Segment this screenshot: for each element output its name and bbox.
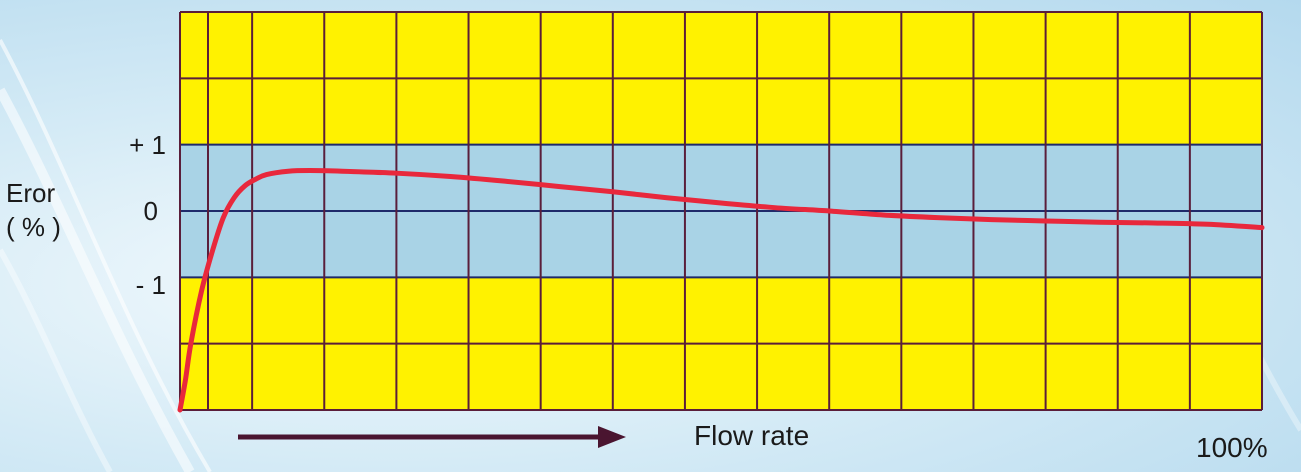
error-curve-line [177,168,1265,413]
y-axis-label-line1: Eror [6,178,56,208]
plot-grid [179,11,1263,411]
y-axis-label-line2: ( % ) [6,212,61,242]
y-tick-label-minus-one: - 1 [135,270,166,300]
y-axis-label: Eror ( % ) [6,176,66,244]
x-axis-label: Flow rate [694,420,810,451]
y-tick-label-plus-one: + 1 [129,130,166,160]
plot-series [177,168,1265,413]
y-tick-label-zero: 0 [143,196,158,226]
flow-direction-arrow-icon [238,426,626,448]
x-axis-end-label: 100% [1196,432,1268,463]
